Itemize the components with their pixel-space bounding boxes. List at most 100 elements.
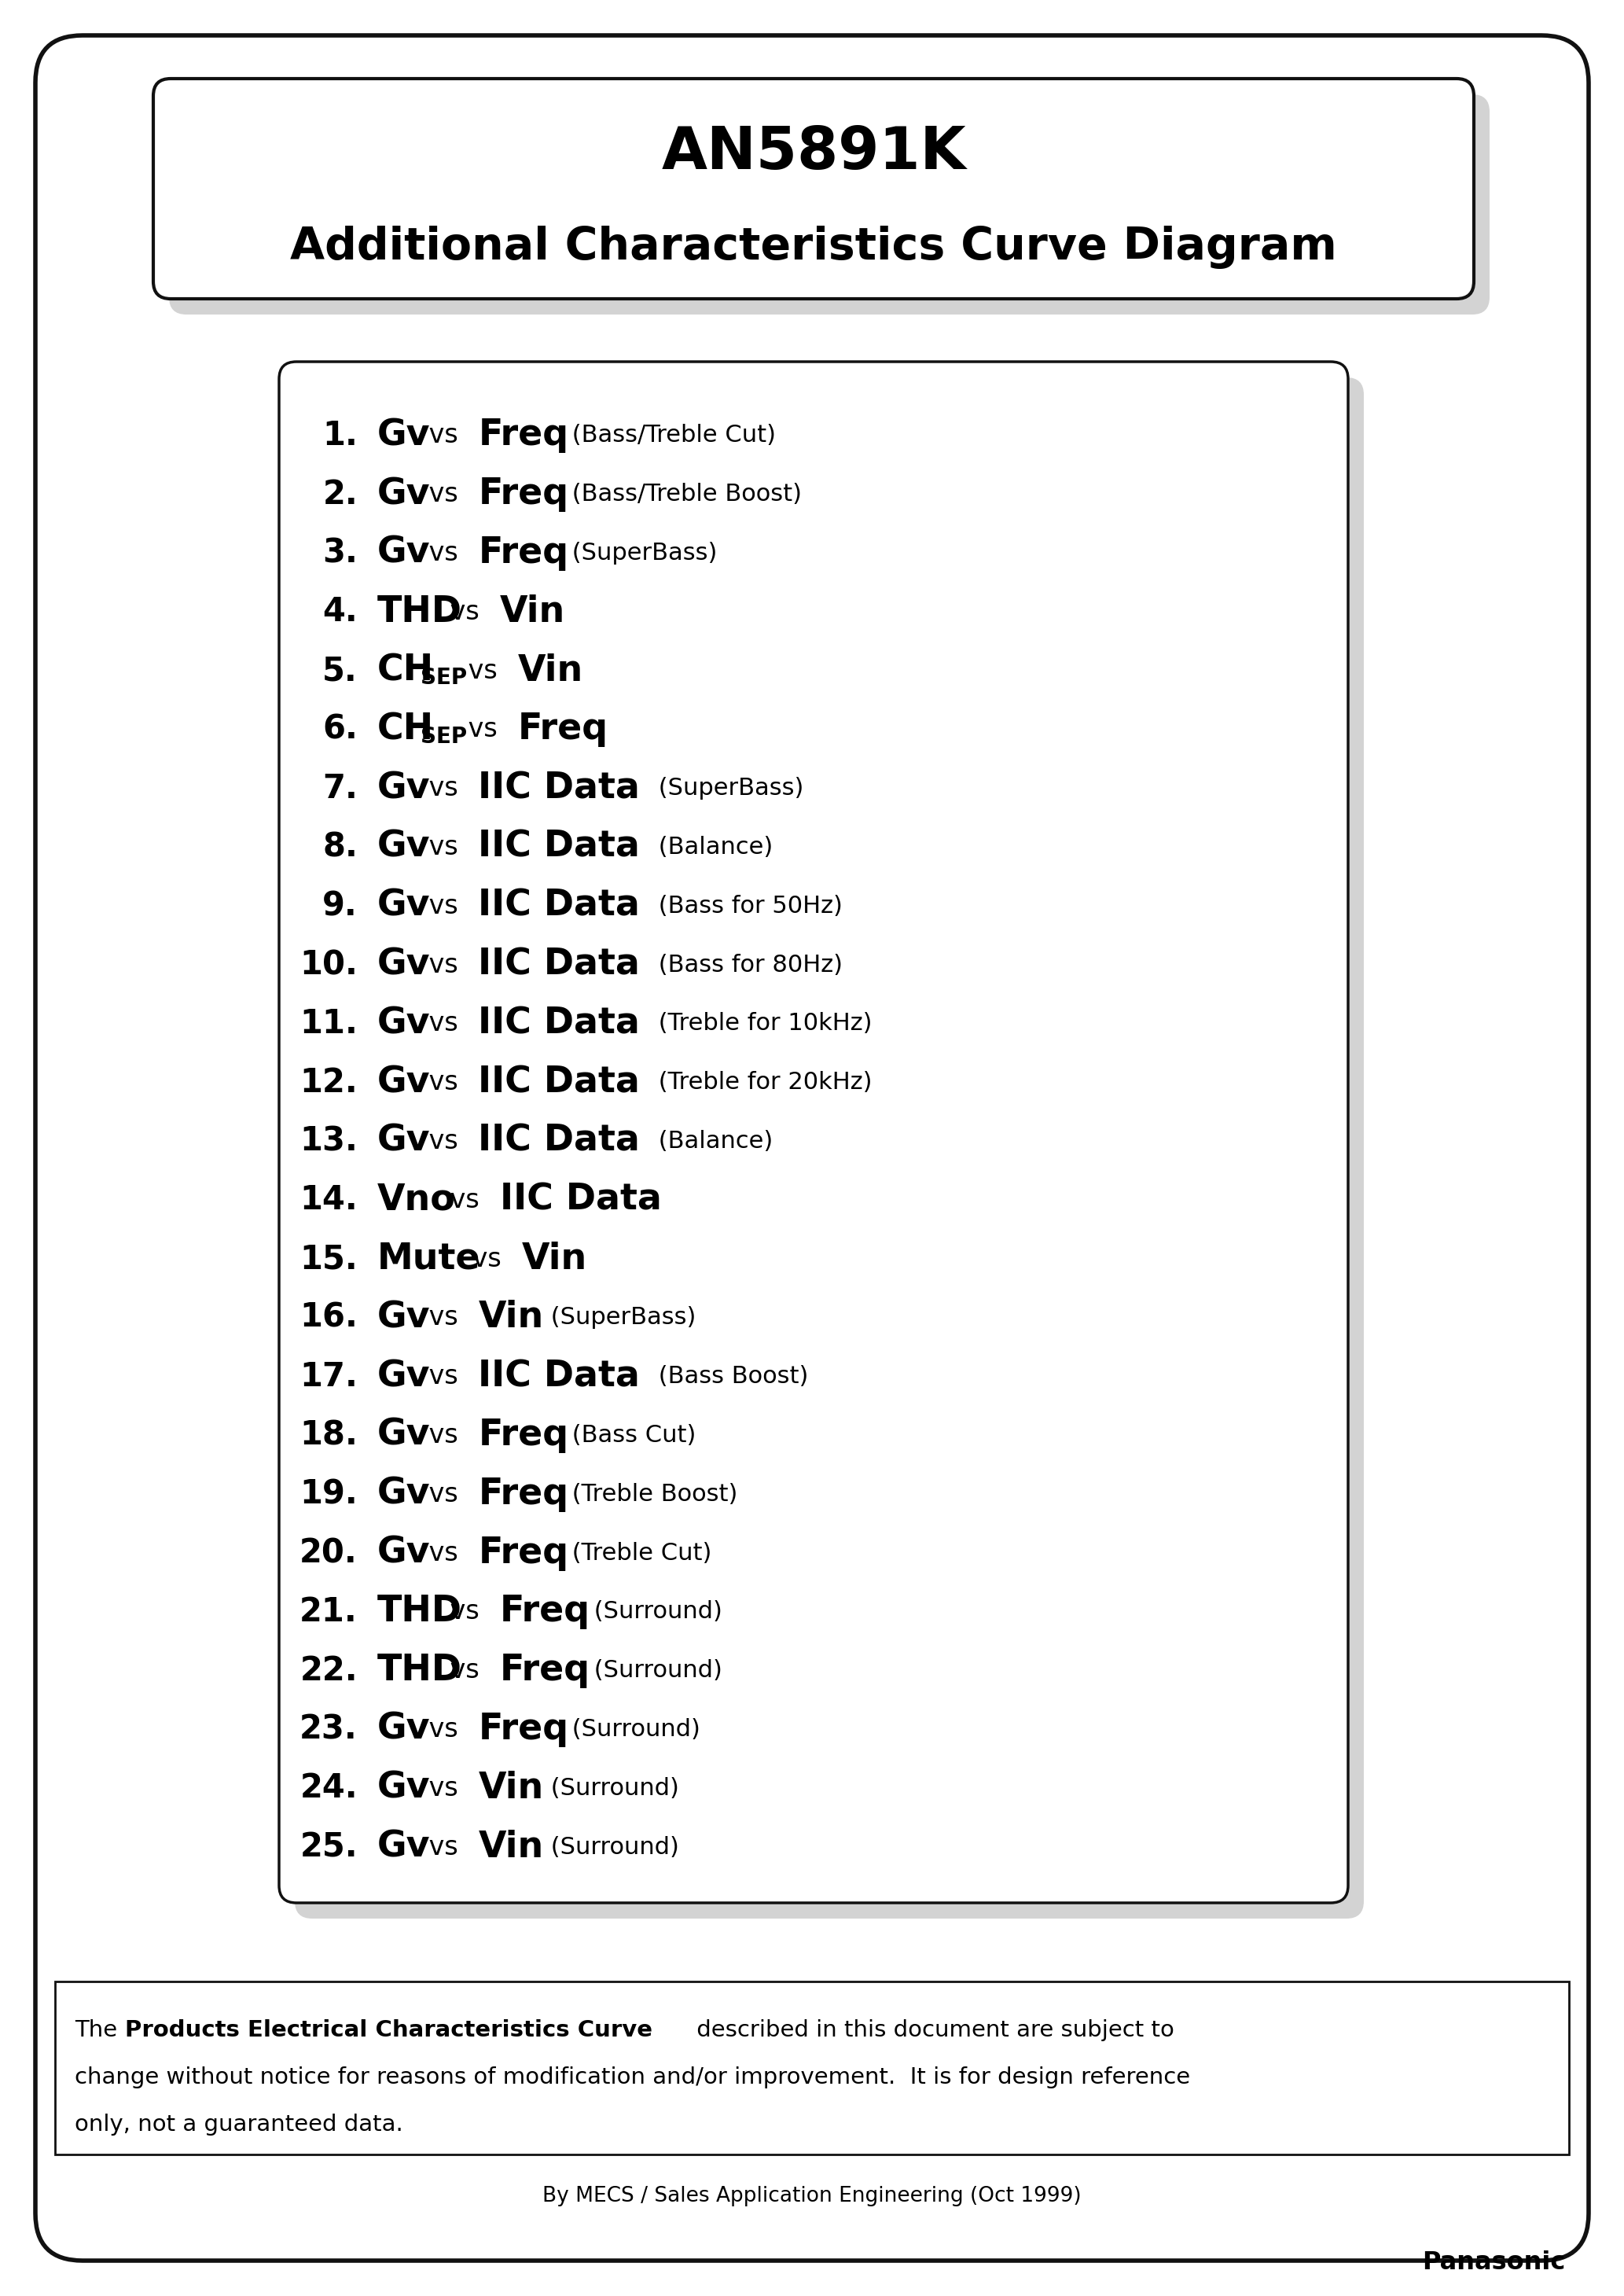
Text: 15.: 15. <box>300 1242 357 1277</box>
Text: (Surround): (Surround) <box>565 1717 700 1740</box>
Text: IIC Data: IIC Data <box>477 1123 640 1159</box>
Text: THD: THD <box>377 1653 463 1688</box>
Text: IIC Data: IIC Data <box>477 889 640 923</box>
Text: vs: vs <box>421 1775 466 1802</box>
Text: 25.: 25. <box>300 1830 357 1864</box>
Text: (Bass for 80Hz): (Bass for 80Hz) <box>651 953 843 976</box>
Text: Gv: Gv <box>377 1359 430 1394</box>
Text: Freq: Freq <box>500 1593 590 1630</box>
Text: 20.: 20. <box>300 1536 357 1570</box>
Text: IIC Data: IIC Data <box>500 1182 661 1217</box>
Text: vs: vs <box>421 1481 466 1506</box>
Text: Vno: Vno <box>377 1182 456 1217</box>
Text: (Surround): (Surround) <box>542 1777 679 1800</box>
Text: vs: vs <box>421 893 466 918</box>
Text: (Surround): (Surround) <box>542 1837 679 1857</box>
Text: described in this document are subject to: described in this document are subject t… <box>689 2018 1174 2041</box>
Text: 19.: 19. <box>300 1479 357 1511</box>
Text: 24.: 24. <box>300 1773 357 1805</box>
FancyBboxPatch shape <box>153 78 1475 298</box>
Text: 10.: 10. <box>299 948 357 980</box>
Text: Gv: Gv <box>377 1065 430 1100</box>
Text: IIC Data: IIC Data <box>477 771 640 806</box>
Text: Gv: Gv <box>377 889 430 923</box>
Text: vs: vs <box>421 1835 466 1860</box>
Text: (Balance): (Balance) <box>651 1130 773 1153</box>
Text: Gv: Gv <box>377 1417 430 1453</box>
Text: (SuperBass): (SuperBass) <box>565 542 718 565</box>
Text: 13.: 13. <box>299 1125 357 1157</box>
Text: 9.: 9. <box>323 889 357 923</box>
Text: Gv: Gv <box>377 1536 430 1570</box>
Text: vs: vs <box>421 833 466 861</box>
Text: Freq: Freq <box>518 712 607 746</box>
Text: 8.: 8. <box>323 831 357 863</box>
Text: 1.: 1. <box>323 418 357 452</box>
Text: (Surround): (Surround) <box>586 1600 723 1623</box>
Text: (Bass Boost): (Bass Boost) <box>651 1366 809 1389</box>
Text: 21.: 21. <box>300 1596 357 1628</box>
Text: Gv: Gv <box>377 1830 430 1864</box>
Text: vs: vs <box>464 1247 510 1272</box>
Text: Panasonic: Panasonic <box>1421 2250 1566 2275</box>
Text: Additional Characteristics Curve Diagram: Additional Characteristics Curve Diagram <box>291 225 1337 269</box>
Text: vs: vs <box>421 953 466 978</box>
Text: Freq: Freq <box>477 1417 568 1453</box>
Text: CH: CH <box>377 712 434 746</box>
Text: (SuperBass): (SuperBass) <box>542 1306 695 1329</box>
Text: 12.: 12. <box>300 1065 357 1100</box>
Text: (Treble for 20kHz): (Treble for 20kHz) <box>651 1072 872 1093</box>
Text: vs: vs <box>421 776 466 801</box>
FancyBboxPatch shape <box>279 363 1348 1903</box>
Text: IIC Data: IIC Data <box>477 829 640 866</box>
Text: vs: vs <box>421 1127 466 1155</box>
Text: Freq: Freq <box>477 1536 568 1570</box>
Text: vs: vs <box>442 1658 489 1683</box>
Text: vs: vs <box>442 1598 489 1626</box>
Text: change without notice for reasons of modification and/or improvement.  It is for: change without notice for reasons of mod… <box>75 2066 1190 2089</box>
Text: vs: vs <box>442 599 489 625</box>
Text: 16.: 16. <box>299 1302 357 1334</box>
Text: Gv: Gv <box>377 535 430 572</box>
Text: vs: vs <box>460 659 505 684</box>
Text: Gv: Gv <box>377 1300 430 1336</box>
Text: Freq: Freq <box>477 478 568 512</box>
Text: vs: vs <box>421 540 466 567</box>
Text: only, not a guaranteed data.: only, not a guaranteed data. <box>75 2115 403 2135</box>
FancyBboxPatch shape <box>296 377 1364 1919</box>
Text: 6.: 6. <box>323 714 357 746</box>
Text: vs: vs <box>421 1304 466 1332</box>
Text: Gv: Gv <box>377 948 430 983</box>
Text: 3.: 3. <box>323 537 357 569</box>
Text: (Treble Cut): (Treble Cut) <box>565 1541 711 1564</box>
Text: (Bass/Treble Cut): (Bass/Treble Cut) <box>565 425 776 448</box>
Text: 2.: 2. <box>323 478 357 510</box>
Text: AN5891K: AN5891K <box>661 124 966 181</box>
Text: Freq: Freq <box>477 535 568 572</box>
FancyBboxPatch shape <box>169 94 1489 315</box>
Text: Vin: Vin <box>518 652 583 689</box>
Text: THD: THD <box>377 595 463 629</box>
Text: vs: vs <box>421 422 466 448</box>
Text: vs: vs <box>421 482 466 507</box>
Text: By MECS / Sales Application Engineering (Oct 1999): By MECS / Sales Application Engineering … <box>542 2186 1082 2206</box>
Text: SEP: SEP <box>421 668 468 689</box>
Text: Gv: Gv <box>377 418 430 452</box>
Text: Vin: Vin <box>477 1300 544 1336</box>
Text: vs: vs <box>421 1424 466 1449</box>
Text: Gv: Gv <box>377 1713 430 1747</box>
Text: Gv: Gv <box>377 771 430 806</box>
Text: Gv: Gv <box>377 478 430 512</box>
Text: 5.: 5. <box>323 654 357 687</box>
Text: CH: CH <box>377 652 434 689</box>
Text: Freq: Freq <box>477 418 568 452</box>
Text: vs: vs <box>421 1717 466 1743</box>
Text: vs: vs <box>421 1070 466 1095</box>
Text: Products Electrical Characteristics Curve: Products Electrical Characteristics Curv… <box>125 2018 653 2041</box>
Text: vs: vs <box>421 1364 466 1389</box>
Text: Vin: Vin <box>521 1242 586 1277</box>
Text: 22.: 22. <box>300 1653 357 1688</box>
Text: Freq: Freq <box>477 1476 568 1511</box>
Text: vs: vs <box>421 1541 466 1566</box>
Text: SEP: SEP <box>421 726 468 748</box>
